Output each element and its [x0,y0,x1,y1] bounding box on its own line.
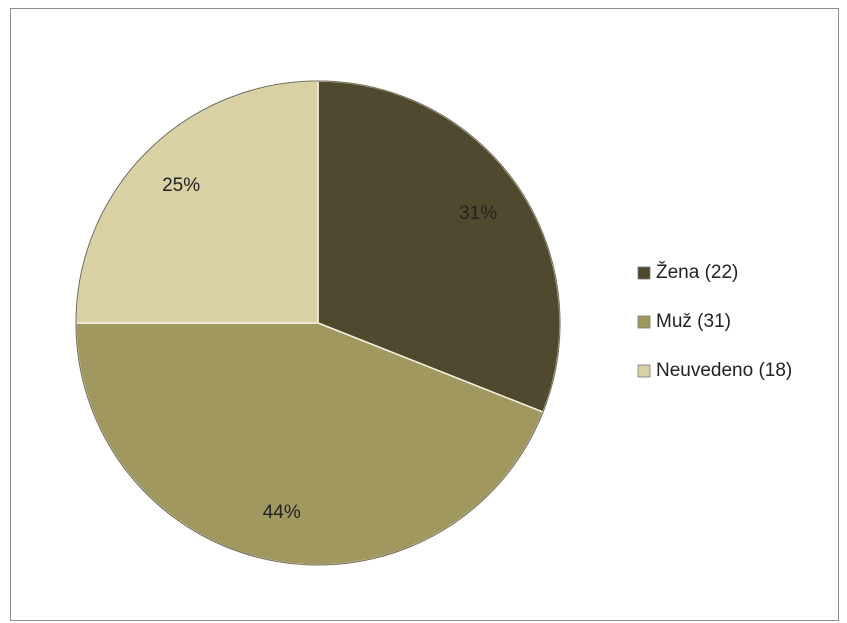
legend-swatch [637,315,651,329]
pie-rim [75,80,561,566]
legend: Žena (22) Muž (31) Neuvedeno (18) [637,261,792,381]
data-label: 25% [162,175,200,196]
legend-label: Muž (31) [656,311,731,332]
legend-label: Neuvedeno (18) [656,360,792,381]
data-label: 44% [263,502,301,523]
legend-label: Žena (22) [656,261,738,283]
legend-swatch [637,364,651,378]
legend-swatch [637,266,651,280]
pie: 31% 44% 25% [75,80,561,566]
data-label: 31% [459,203,497,224]
